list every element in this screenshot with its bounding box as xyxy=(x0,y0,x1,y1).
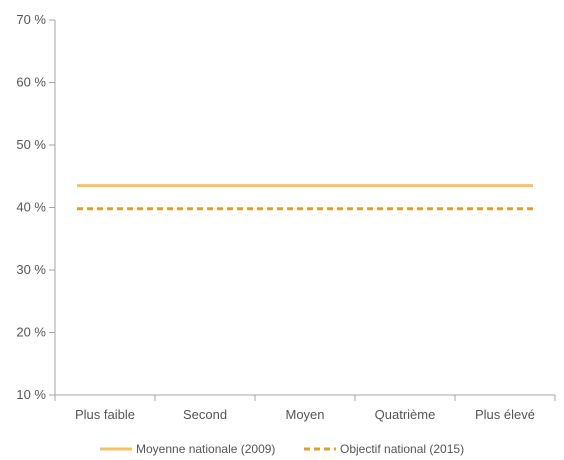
legend-label: Moyenne nationale (2009) xyxy=(136,442,275,456)
legend-label: Objectif national (2015) xyxy=(340,442,464,456)
x-tick-label: Quatrième xyxy=(375,407,436,422)
y-tick-label: 30 % xyxy=(16,262,46,277)
y-tick-label: 20 % xyxy=(16,325,46,340)
y-axis: 10 % 20 % 30 % 40 % 50 % 60 % 70 % xyxy=(16,12,56,402)
x-axis: Plus faible Second Moyen Quatrième Plus élev… xyxy=(54,394,556,422)
y-tick-label: 40 % xyxy=(16,200,46,215)
y-tick-label: 60 % xyxy=(16,75,46,90)
x-tick-label: Plus faible xyxy=(75,407,135,422)
x-tick-label: Plus élevé xyxy=(475,407,535,422)
x-tick-label: Moyen xyxy=(285,407,324,422)
series-lines xyxy=(77,184,533,211)
y-tick-label: 70 % xyxy=(16,12,46,27)
x-tick-label: Second xyxy=(183,407,227,422)
legend: Moyenne nationale (2009) Objectif nationa… xyxy=(100,442,464,456)
y-tick-label: 10 % xyxy=(16,387,46,402)
y-tick-label: 50 % xyxy=(16,137,46,152)
